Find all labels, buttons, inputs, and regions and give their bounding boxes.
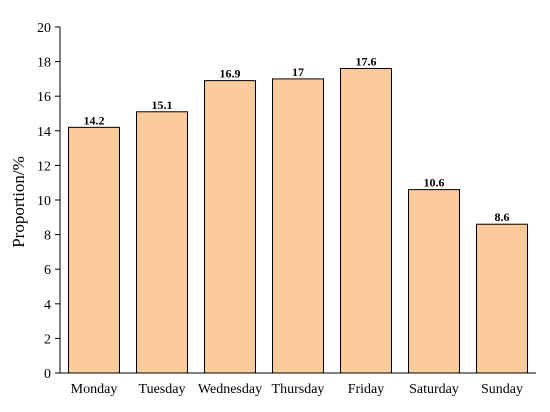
data-label-thursday: 17	[292, 65, 304, 79]
y-tick-label: 14	[37, 125, 51, 140]
data-label-wednesday: 16.9	[220, 67, 241, 81]
y-tick-label: 6	[44, 263, 51, 278]
y-tick-label: 0	[44, 367, 51, 382]
x-tick-label-sunday: Sunday	[481, 382, 523, 397]
x-tick-label-tuesday: Tuesday	[139, 382, 186, 397]
y-tick-label: 2	[44, 332, 51, 347]
bar-wednesday	[204, 80, 256, 374]
x-tick-label-wednesday: Wednesday	[198, 382, 262, 397]
y-tick-label: 10	[37, 194, 51, 209]
data-label-tuesday: 15.1	[152, 98, 173, 112]
y-tick-label: 18	[37, 56, 51, 71]
y-tick-label: 4	[44, 298, 51, 313]
y-tick-label: 20	[37, 21, 51, 36]
y-tick-label: 16	[37, 90, 51, 105]
x-tick-label-saturday: Saturday	[409, 382, 459, 397]
bar-thursday	[272, 78, 324, 374]
x-axis-labels: Monday Tuesday Wednesday Thursday Friday Satu…	[71, 382, 523, 397]
data-label-saturday: 10.6	[424, 176, 445, 190]
y-axis-ticks: 0 2 4 6 8 10 12 14 16 18 20	[37, 21, 60, 382]
data-label-friday: 17.6	[356, 55, 377, 69]
y-axis-title: Proportion/%	[9, 156, 28, 248]
data-labels: 14.2 15.1 16.9 17 17.6 10.6 8.6	[84, 55, 510, 225]
bar-sunday	[476, 223, 528, 374]
bar-monday	[68, 126, 120, 374]
y-tick-label: 12	[37, 159, 51, 174]
bar-tuesday	[136, 111, 188, 374]
x-tick-label-monday: Monday	[71, 382, 118, 397]
y-tick-label: 8	[44, 229, 51, 244]
bars	[68, 68, 528, 374]
bar-friday	[340, 68, 392, 374]
data-label-sunday: 8.6	[495, 210, 510, 224]
data-label-monday: 14.2	[84, 113, 105, 127]
x-tick-label-thursday: Thursday	[272, 382, 325, 397]
x-tick-label-friday: Friday	[348, 382, 385, 397]
bar-saturday	[408, 189, 460, 374]
